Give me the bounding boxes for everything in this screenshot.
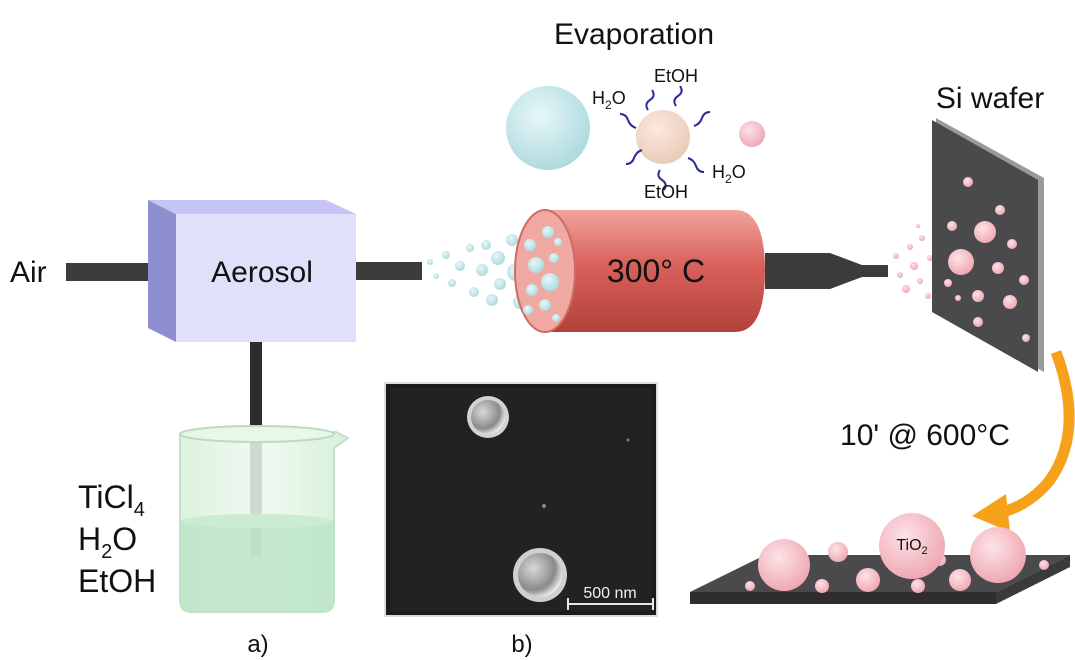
precursor-ticl4: TiCl4 (78, 479, 145, 521)
sem-particle-2 (518, 553, 562, 597)
evap-etoh-top: EtOH (654, 66, 698, 86)
precursor-etoh: EtOH (78, 563, 156, 599)
aerosol-box (148, 200, 356, 342)
beaker (179, 425, 350, 613)
evaporation-squiggles (619, 85, 711, 191)
anneal-arrow (998, 350, 1075, 519)
anneal-arrowhead (972, 494, 1010, 532)
panel-b-label: b) (511, 631, 532, 658)
evap-h2o-bottom: H2O (712, 162, 746, 186)
aerosol-box-top (148, 200, 356, 214)
air-inlet-pipe (66, 263, 161, 281)
evap-h2o-top: H2O (592, 88, 626, 112)
aerosol-outlet-pipe (356, 262, 422, 280)
wafer-particles (944, 177, 1030, 342)
evaporating-droplet (636, 110, 690, 164)
aerosol-box-side (148, 200, 176, 342)
tio2-particles (745, 513, 1049, 593)
evap-etoh-bottom: EtOH (644, 182, 688, 202)
aerosol-label: Aerosol (211, 256, 313, 289)
beaker-liquid (181, 520, 333, 611)
sem-image: 500 nm (384, 382, 658, 617)
si-wafer-label: Si wafer (936, 82, 1044, 115)
furnace-inlet-droplets (523, 226, 562, 322)
precursor-list: TiCl4 H2O EtOH (78, 479, 156, 599)
scale-bar (567, 598, 654, 610)
dried-particle (739, 121, 765, 147)
initial-droplet (506, 86, 590, 170)
tio2-label: TiO2 (896, 537, 927, 557)
panel-a-label: a) (247, 631, 268, 658)
evaporation-label: Evaporation (554, 18, 714, 51)
aerosol-box-front (176, 214, 356, 342)
sem-particle-1 (471, 400, 505, 434)
si-wafer (932, 118, 1044, 372)
air-label: Air (10, 256, 47, 289)
nozzle (765, 253, 888, 289)
droplet-spray (427, 234, 527, 309)
anneal-label: 10' @ 600°C (840, 419, 1010, 452)
precursor-h2o: H2O (78, 521, 137, 563)
scale-bar-label: 500 nm (583, 585, 636, 602)
particle-spray (893, 224, 933, 299)
furnace-temperature-label: 300° C (607, 253, 705, 289)
